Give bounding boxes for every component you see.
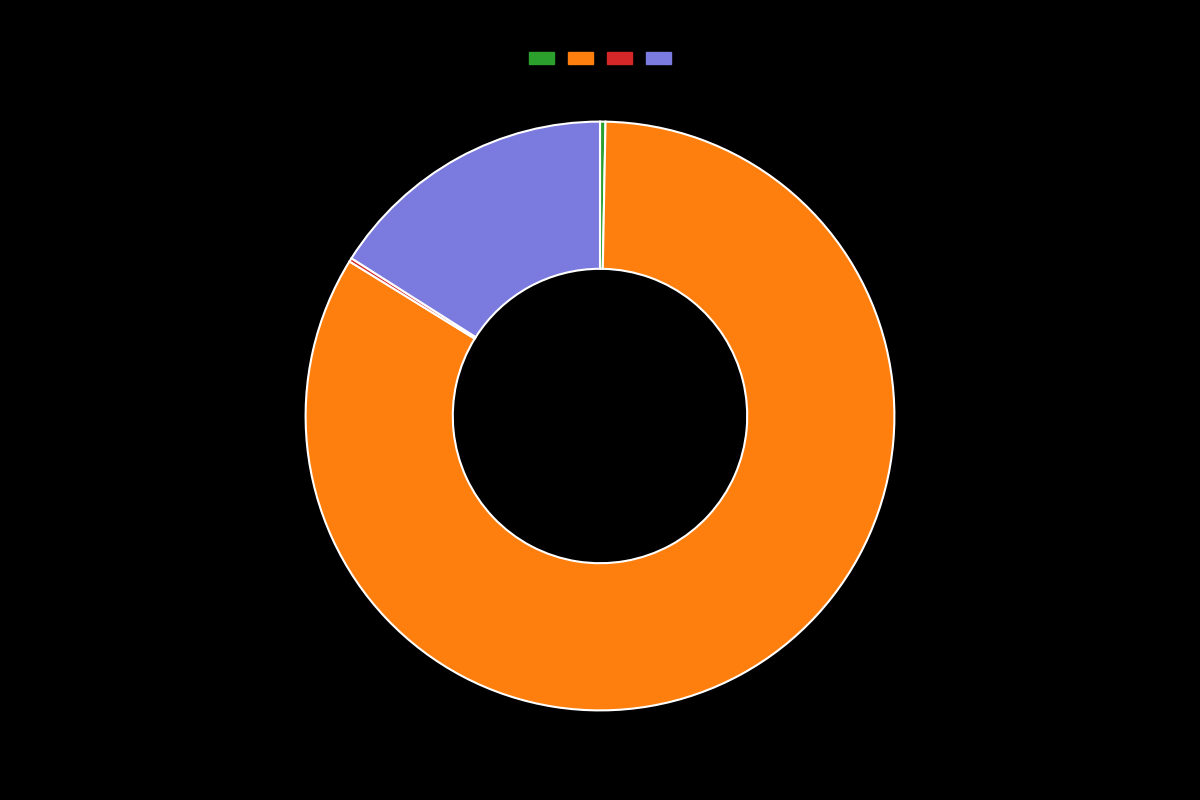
Wedge shape (349, 258, 475, 338)
Wedge shape (306, 122, 894, 710)
Legend: , , , : , , , (526, 47, 674, 70)
Wedge shape (600, 122, 606, 269)
Wedge shape (352, 122, 600, 337)
